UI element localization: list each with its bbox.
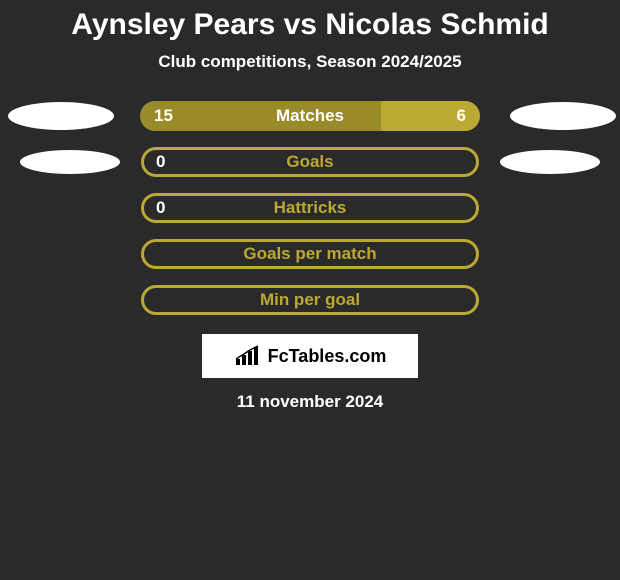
logo-text: FcTables.com: [268, 346, 387, 367]
bar-label: Hattricks: [274, 198, 347, 218]
left-ellipse: [20, 150, 120, 174]
stat-row: 0 Goals: [0, 146, 620, 178]
date-text: 11 november 2024: [0, 392, 620, 412]
stat-bar: Goals per match: [141, 239, 479, 269]
stat-row: Min per goal: [0, 284, 620, 316]
right-ellipse: [510, 102, 616, 130]
page-title: Aynsley Pears vs Nicolas Schmid: [0, 8, 620, 42]
stat-row: 156Matches: [0, 100, 620, 132]
stat-bar: 0 Hattricks: [141, 193, 479, 223]
stat-row: 0 Hattricks: [0, 192, 620, 224]
right-ellipse: [500, 150, 600, 174]
bar-left-value: 0: [156, 198, 165, 218]
stat-bar: Min per goal: [141, 285, 479, 315]
comparison-infographic: Aynsley Pears vs Nicolas Schmid Club com…: [0, 0, 620, 412]
bar-left-value: 15: [140, 101, 381, 131]
bar-right-value: 6: [381, 101, 480, 131]
left-ellipse: [8, 102, 114, 130]
stat-row: Goals per match: [0, 238, 620, 270]
logo-badge: FcTables.com: [202, 334, 418, 378]
chart-icon: [234, 345, 262, 367]
bar-left-value: 0: [156, 152, 165, 172]
stat-bar: 0 Goals: [141, 147, 479, 177]
bar-label: Goals per match: [243, 244, 376, 264]
bar-label: Goals: [286, 152, 333, 172]
stat-bar: 156Matches: [140, 101, 480, 131]
stat-rows: 156Matches 0 Goals 0 Hattricks Goals per matc…: [0, 100, 620, 316]
bar-label: Min per goal: [260, 290, 360, 310]
subtitle: Club competitions, Season 2024/2025: [0, 52, 620, 72]
